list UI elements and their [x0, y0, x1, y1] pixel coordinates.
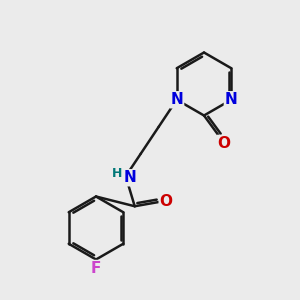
Text: H: H	[112, 167, 122, 180]
Text: F: F	[91, 261, 101, 276]
Text: N: N	[124, 170, 136, 185]
Text: N: N	[225, 92, 238, 107]
Text: O: O	[160, 194, 173, 209]
Text: O: O	[218, 136, 231, 151]
Text: N: N	[170, 92, 183, 107]
